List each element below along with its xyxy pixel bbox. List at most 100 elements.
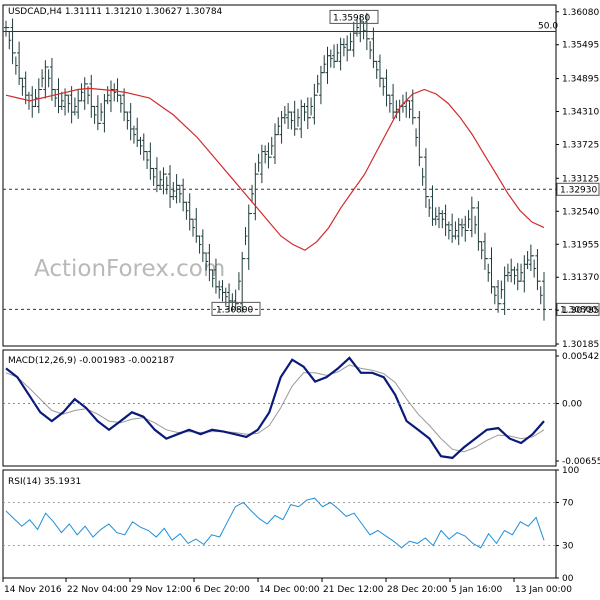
x-tick-label: 28 Dec 20:00	[387, 585, 448, 595]
ohlc-bar	[499, 280, 504, 305]
ohlc-bar	[430, 185, 435, 226]
ohlc-bar	[128, 103, 133, 141]
x-tick-label: 5 Jan 16:00	[451, 585, 503, 595]
high-label-box	[329, 9, 379, 24]
ohlc-bar	[332, 44, 337, 69]
ohlc-bar	[535, 249, 540, 291]
ohlc-bar	[502, 266, 507, 315]
ohlc-bar	[154, 157, 159, 193]
price-header: USDCAD,H4 1.31111 1.31210 1.30627 1.3078…	[8, 7, 223, 17]
ohlc-bar	[492, 286, 497, 305]
ohlc-bar	[394, 100, 399, 119]
ohlc-bar	[496, 280, 501, 313]
ohlc-bar	[538, 280, 543, 305]
ohlc-bar	[56, 78, 61, 114]
ohlc-bar	[325, 46, 330, 84]
y-tick-label: 1.30785	[562, 306, 599, 316]
ohlc-bar	[217, 280, 222, 299]
y-tick-label: 0.00	[562, 400, 582, 410]
x-tick-label: 14 Nov 2016	[4, 585, 62, 595]
ohlc-bar	[66, 94, 71, 113]
ohlc-bar	[427, 196, 432, 217]
ohlc-bar	[148, 142, 153, 180]
x-tick-label: 21 Dec 12:00	[323, 585, 384, 595]
ohlc-bar	[253, 162, 258, 221]
ohlc-bar	[505, 263, 510, 282]
ohlc-bar	[118, 94, 123, 113]
level-label-box	[556, 182, 600, 196]
ohlc-bar	[309, 97, 314, 119]
low-label: 1.30800	[216, 305, 253, 315]
ohlc-bar	[305, 97, 310, 129]
ohlc-bar	[99, 103, 104, 124]
ohlc-bar	[286, 103, 291, 129]
ohlc-bar	[210, 269, 215, 288]
ohlc-bar	[368, 38, 373, 60]
y-tick-label: 1.34895	[562, 75, 599, 85]
ohlc-bar	[145, 150, 150, 170]
ohlc-bar	[528, 244, 533, 272]
ohlc-bar	[197, 235, 202, 254]
ohlc-bar	[240, 251, 245, 313]
x-tick-label: 14 Dec 00:00	[259, 585, 320, 595]
ohlc-bar	[486, 258, 491, 282]
y-tick-label: 70	[562, 498, 574, 508]
y-tick-label: 00	[562, 574, 574, 584]
ohlc-bar	[479, 241, 484, 260]
ohlc-bar	[46, 66, 51, 88]
watermark: ActionForex.com	[34, 256, 225, 282]
y-tick-label: 1.36080	[562, 8, 599, 18]
ohlc-bar	[10, 18, 15, 65]
y-tick-label: 0.00542	[562, 352, 599, 362]
ohlc-bar	[105, 86, 110, 105]
ohlc-bar	[256, 153, 261, 175]
ohlc-bar	[13, 52, 18, 75]
ohlc-bar	[450, 213, 455, 243]
ohlc-bar	[341, 38, 346, 57]
ohlc-bar	[289, 111, 294, 130]
ohlc-bar	[361, 21, 366, 40]
ohlc-bar	[522, 255, 527, 293]
ohlc-bar	[355, 18, 360, 37]
ohlc-bar	[374, 60, 379, 79]
ohlc-bar	[345, 35, 350, 62]
ohlc-bar	[482, 232, 487, 270]
ohlc-bar	[414, 117, 419, 147]
ohlc-bar	[168, 165, 173, 208]
ohlc-bar	[456, 218, 461, 246]
ohlc-bar	[20, 77, 25, 96]
ohlc-bar	[151, 167, 156, 186]
ohlc-bar	[53, 88, 58, 108]
ohlc-bar	[190, 218, 195, 237]
ohlc-bar	[282, 105, 287, 124]
y-tick-label: 1.35495	[562, 41, 599, 51]
ohlc-bar	[466, 210, 471, 231]
ohlc-bar	[141, 133, 146, 161]
level-label: 1.32930	[560, 185, 597, 195]
ohlc-bar	[92, 105, 97, 124]
x-tick-label: 6 Dec 20:00	[195, 585, 250, 595]
ohlc-bar	[273, 123, 277, 164]
ohlc-bar	[299, 99, 304, 139]
ohlc-bar	[322, 55, 327, 74]
ohlc-bar	[269, 136, 274, 158]
x-tick-label: 22 Nov 04:00	[67, 585, 128, 595]
ohlc-bar	[459, 218, 464, 237]
ohlc-bar	[243, 227, 248, 260]
ohlc-bar	[519, 263, 524, 282]
ohlc-bar	[542, 272, 546, 321]
ohlc-bar	[295, 108, 300, 130]
ohlc-bar	[187, 193, 192, 231]
ohlc-bar	[423, 148, 428, 208]
ohlc-bar	[174, 174, 179, 204]
ohlc-bar	[177, 184, 182, 203]
rsi-pane	[3, 497, 556, 549]
ohlc-bar	[509, 258, 514, 283]
ohlc-bar	[263, 145, 268, 164]
ohlc-bar	[102, 94, 107, 133]
ohlc-bar	[204, 252, 209, 271]
ohlc-bar	[158, 170, 163, 189]
ohlc-bar	[437, 206, 442, 229]
ohlc-bar	[328, 49, 333, 68]
